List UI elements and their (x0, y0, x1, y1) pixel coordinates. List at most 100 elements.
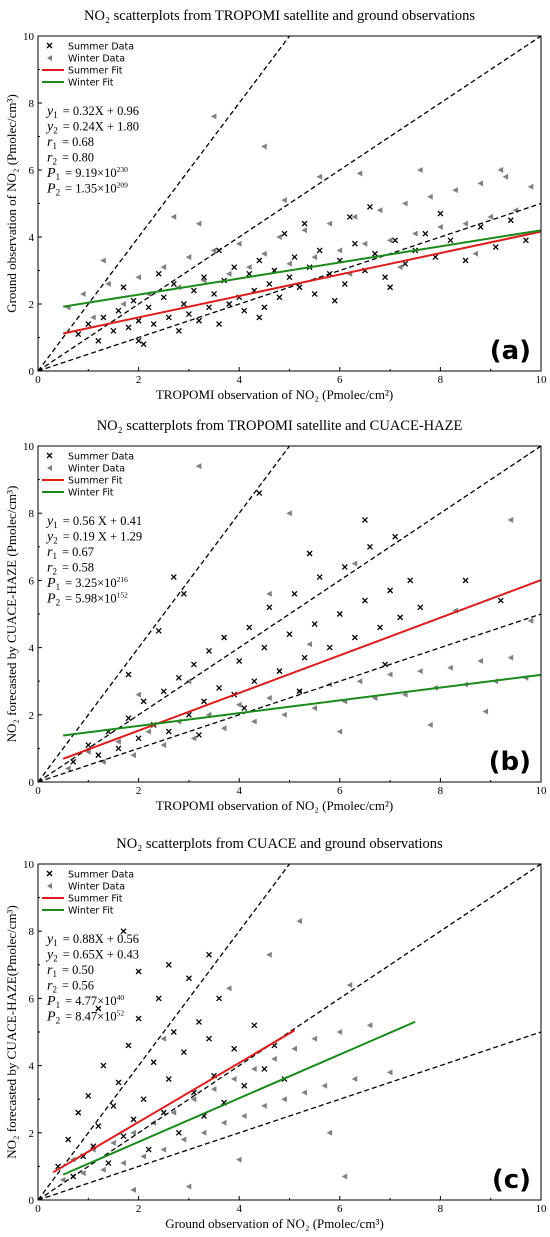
winter-data-point (185, 254, 192, 261)
winter-data-point (225, 270, 232, 277)
winter-data-point (412, 230, 418, 237)
summer-data-point (361, 516, 368, 523)
summer-data-point (246, 624, 253, 631)
summer-data-point (301, 220, 308, 227)
summer-data-point (251, 678, 258, 685)
summer-data-point (392, 533, 399, 540)
stat-subscript: 2 (52, 567, 57, 577)
winter-data-point (301, 227, 307, 234)
winter-data-point (190, 1096, 197, 1103)
winter-data-point (59, 1176, 66, 1183)
winter-data-point (170, 213, 177, 220)
y-tick-label: 6 (29, 993, 35, 1005)
stat-value: = 3.25×10 (65, 576, 117, 590)
winter-data-point (160, 742, 167, 749)
winter-data-point (276, 234, 282, 240)
winter-data-point (195, 463, 202, 470)
winter-data-point (316, 173, 323, 180)
winter-data-point (507, 654, 514, 661)
summer-data-point (256, 490, 263, 496)
summer-data-point (120, 1133, 127, 1140)
y-tick-label: 8 (29, 926, 35, 938)
x-tick-label: 6 (337, 785, 343, 797)
chart-panel-3: NO₂ scatterplots from CUACE and ground o… (4, 836, 547, 1231)
reference-line-slope-0-5 (38, 1031, 541, 1200)
summer-data-point (266, 604, 273, 611)
winter-data-point (497, 167, 504, 173)
winter-data-point (336, 1029, 343, 1035)
legend-label: Winter Fit (68, 488, 114, 499)
winter-data-point (487, 213, 494, 220)
fit-statistic: y1 = 0.56 X + 0.41 (45, 514, 142, 530)
winter-data-point (230, 1076, 237, 1083)
winter-data-point (241, 1113, 247, 1119)
summer-data-point (85, 1092, 92, 1099)
summer-data-point (422, 230, 429, 237)
x-tick-label: 10 (536, 374, 548, 386)
legend-label: Winter Fit (68, 78, 114, 89)
y-tick-label: 10 (23, 859, 35, 871)
legend-label: Summer Fit (68, 476, 123, 487)
stat-subscript: 1 (56, 582, 61, 592)
stat-variable: r (47, 561, 53, 576)
summer-data-point (367, 543, 373, 550)
winter-data-point (236, 701, 242, 708)
y-tick-label: 4 (29, 1061, 35, 1073)
summer-data-point (135, 735, 142, 742)
summer-data-point (95, 1123, 102, 1130)
summer-data-point (196, 732, 202, 738)
reference-line-slope-2 (38, 446, 291, 782)
panel-label: (c) (492, 1165, 531, 1195)
fit-statistic: y1 = 0.88X + 0.56 (45, 932, 139, 948)
summer-data-point (261, 644, 268, 651)
y-tick-label: 10 (23, 31, 35, 43)
stat-value: = 0.56 X + 0.41 (63, 514, 142, 528)
summer-data-point (125, 324, 132, 331)
x-tick-label: 8 (438, 374, 444, 386)
stat-exponent: 152 (117, 591, 129, 600)
winter-data-point (160, 1146, 167, 1153)
x-tick-label: 8 (438, 785, 444, 797)
summer-data-point (311, 621, 318, 628)
winter-data-point (80, 1170, 86, 1177)
stat-value: = 0.24X + 1.80 (63, 120, 139, 134)
summer-data-point (326, 644, 333, 651)
stat-subscript: 1 (56, 1000, 61, 1010)
fit-statistic: r1 = 0.68 (47, 135, 94, 151)
summer-data-point (216, 995, 223, 1002)
summer-data-point (155, 627, 162, 634)
summer-data-point (125, 671, 132, 678)
x-tick-label: 4 (236, 1203, 242, 1215)
stat-value: = 5.98×10 (65, 592, 117, 606)
summer-data-point (145, 304, 152, 311)
fit-statistic: P1 = 4.77×1040 (46, 993, 124, 1010)
stat-value: = 0.32X + 0.96 (63, 104, 139, 118)
summer-data-point (196, 317, 202, 324)
stat-variable: y (45, 948, 54, 963)
legend-label: Winter Data (68, 882, 125, 893)
summer-data-point (341, 280, 348, 287)
winter-data-point (135, 691, 141, 698)
summer-data-point (522, 237, 529, 244)
summer-data-point (417, 604, 424, 611)
winter-data-point (200, 1129, 207, 1136)
summer-data-point (241, 307, 248, 314)
winter-data-point (341, 1173, 348, 1180)
summer-data-point (361, 597, 368, 604)
summer-data-point (206, 951, 212, 958)
fit-statistic: r2 = 0.56 (47, 979, 94, 995)
stat-exponent: 230 (117, 165, 129, 174)
winter-data-point (401, 691, 408, 698)
winter-data-point (527, 617, 534, 624)
winter-data-point (417, 167, 423, 173)
summer-data-point (351, 634, 358, 641)
summer-fit-line (62, 230, 541, 335)
stat-value: = 0.58 (62, 561, 94, 575)
summer-data-points (70, 490, 504, 765)
panel-label: (a) (490, 336, 531, 366)
stat-subscript: 1 (52, 969, 57, 979)
summer-data-point (351, 240, 358, 247)
plot-area (38, 864, 541, 1200)
stat-variable: r (47, 963, 53, 978)
winter-data-point (447, 664, 453, 671)
